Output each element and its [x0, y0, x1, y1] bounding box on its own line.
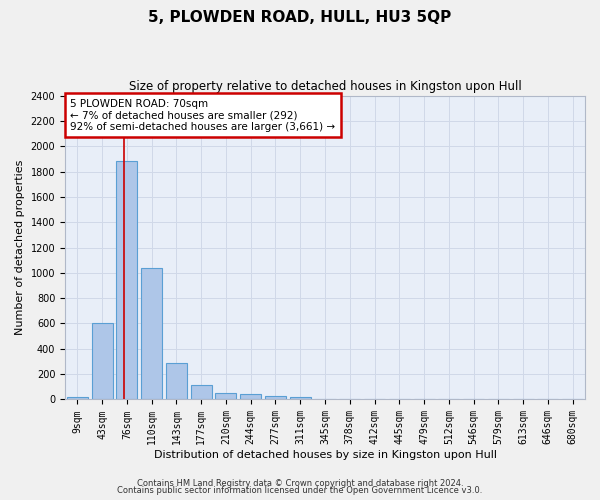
Bar	[116, 162, 137, 400]
Bar	[166, 362, 187, 400]
Text: 5, PLOWDEN ROAD, HULL, HU3 5QP: 5, PLOWDEN ROAD, HULL, HU3 5QP	[148, 10, 452, 25]
Bar	[240, 394, 261, 400]
Y-axis label: Number of detached properties: Number of detached properties	[15, 160, 25, 335]
Bar	[265, 396, 286, 400]
Text: 5 PLOWDEN ROAD: 70sqm
← 7% of detached houses are smaller (292)
92% of semi-deta: 5 PLOWDEN ROAD: 70sqm ← 7% of detached h…	[70, 98, 335, 132]
Bar	[141, 268, 162, 400]
Bar	[67, 397, 88, 400]
Bar	[215, 393, 236, 400]
X-axis label: Distribution of detached houses by size in Kingston upon Hull: Distribution of detached houses by size …	[154, 450, 497, 460]
Bar	[290, 397, 311, 400]
Bar	[191, 385, 212, 400]
Title: Size of property relative to detached houses in Kingston upon Hull: Size of property relative to detached ho…	[128, 80, 521, 93]
Text: Contains public sector information licensed under the Open Government Licence v3: Contains public sector information licen…	[118, 486, 482, 495]
Text: Contains HM Land Registry data © Crown copyright and database right 2024.: Contains HM Land Registry data © Crown c…	[137, 478, 463, 488]
Bar	[92, 324, 113, 400]
